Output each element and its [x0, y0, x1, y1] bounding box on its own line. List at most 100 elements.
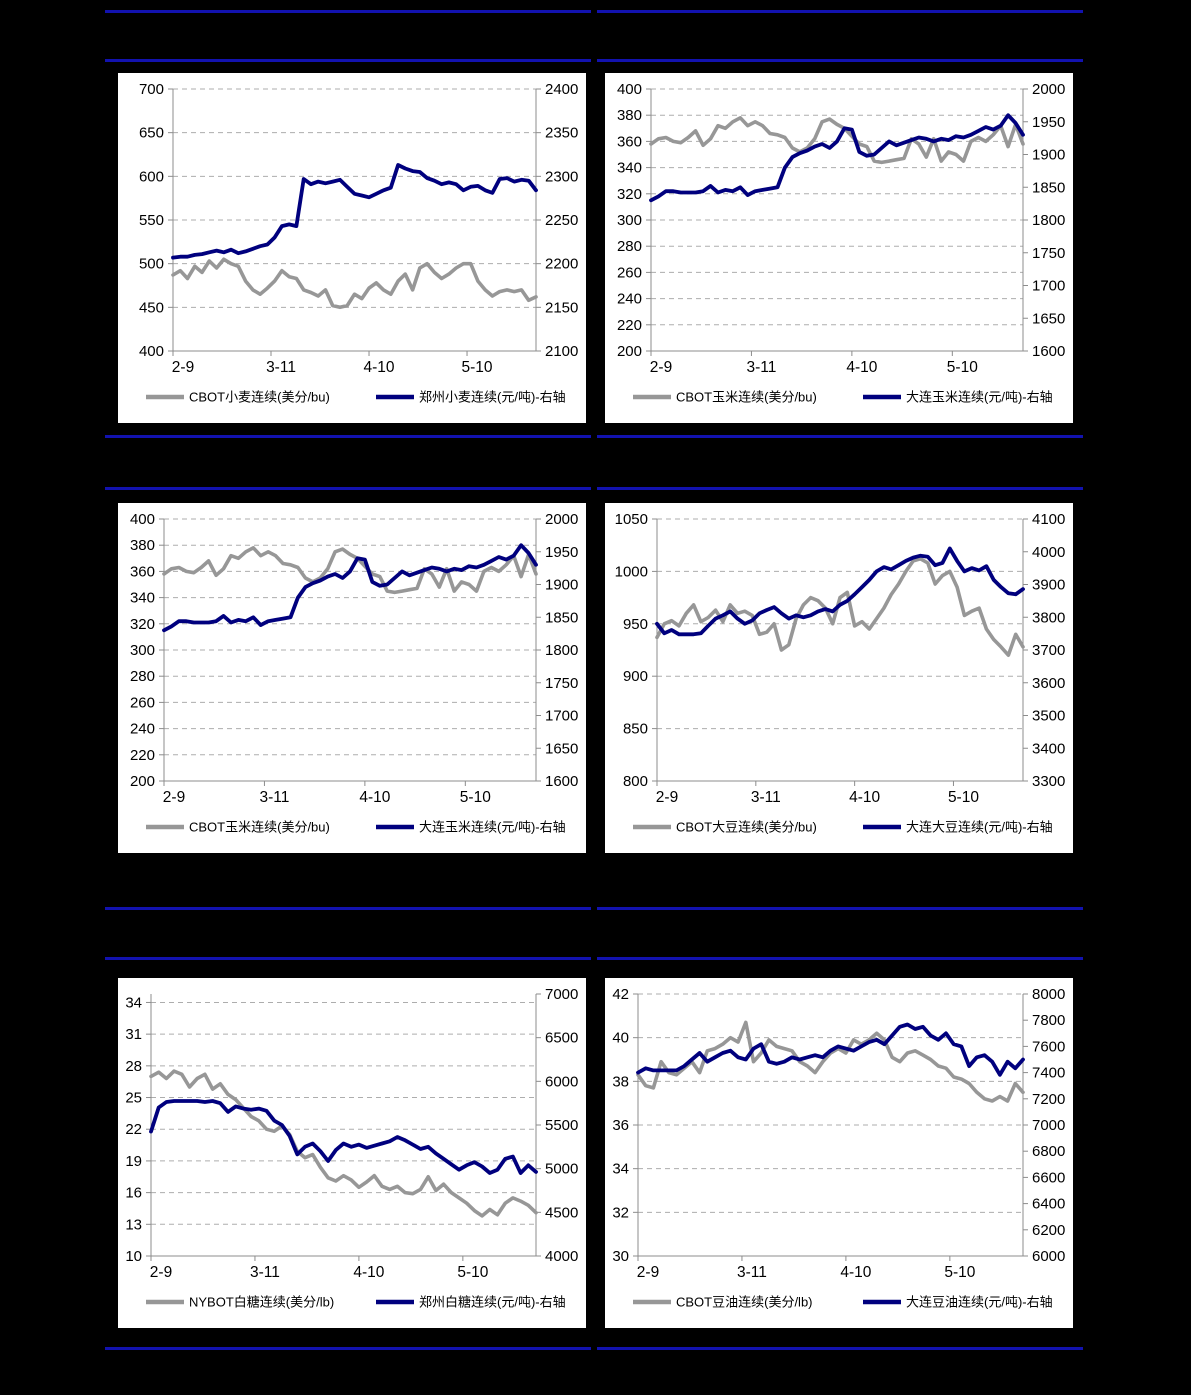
- svg-text:1700: 1700: [1032, 278, 1065, 295]
- svg-text:360: 360: [617, 133, 642, 150]
- separator-line: [597, 907, 1083, 910]
- svg-text:31: 31: [125, 1026, 142, 1043]
- svg-text:25: 25: [125, 1090, 142, 1107]
- svg-text:260: 260: [617, 264, 642, 281]
- svg-text:22: 22: [125, 1121, 142, 1138]
- svg-text:650: 650: [139, 125, 164, 142]
- svg-text:42: 42: [612, 986, 629, 1003]
- svg-text:2300: 2300: [545, 168, 578, 185]
- svg-text:400: 400: [139, 343, 164, 360]
- svg-text:1700: 1700: [545, 708, 578, 725]
- svg-text:220: 220: [130, 747, 155, 764]
- svg-text:1800: 1800: [1032, 212, 1065, 229]
- svg-text:5-10: 5-10: [462, 359, 493, 376]
- svg-text:4500: 4500: [545, 1204, 578, 1221]
- svg-text:1000: 1000: [615, 563, 648, 580]
- svg-text:CBOT豆油连续(美分/lb): CBOT豆油连续(美分/lb): [676, 1295, 813, 1310]
- svg-text:4-10: 4-10: [359, 789, 390, 806]
- separator-line: [597, 1347, 1083, 1350]
- svg-text:4000: 4000: [545, 1248, 578, 1265]
- svg-text:3-11: 3-11: [737, 1264, 767, 1281]
- svg-text:3900: 3900: [1032, 577, 1065, 594]
- svg-text:1900: 1900: [545, 577, 578, 594]
- svg-text:2150: 2150: [545, 299, 578, 316]
- svg-text:CBOT大豆连续(美分/bu): CBOT大豆连续(美分/bu): [676, 820, 817, 835]
- svg-text:1050: 1050: [615, 511, 648, 528]
- chart-cbot-soybean: 1050 1000 950 900 850 800 4100 4000 3900 3800 3700…: [605, 503, 1073, 853]
- separator-line: [105, 435, 591, 438]
- svg-text:2-9: 2-9: [656, 789, 678, 806]
- svg-text:200: 200: [617, 343, 642, 360]
- svg-text:1600: 1600: [545, 773, 578, 790]
- svg-text:3300: 3300: [1032, 773, 1065, 790]
- svg-text:1650: 1650: [1032, 310, 1065, 327]
- svg-text:34: 34: [612, 1161, 629, 1178]
- svg-text:320: 320: [617, 186, 642, 203]
- svg-text:2200: 2200: [545, 256, 578, 273]
- svg-text:2100: 2100: [545, 343, 578, 360]
- svg-text:2-9: 2-9: [163, 789, 185, 806]
- svg-text:900: 900: [623, 668, 648, 685]
- svg-text:6500: 6500: [545, 1030, 578, 1047]
- svg-text:5-10: 5-10: [944, 1264, 975, 1281]
- svg-text:400: 400: [617, 81, 642, 98]
- svg-text:320: 320: [130, 616, 155, 633]
- separator-line: [105, 10, 591, 13]
- svg-text:3700: 3700: [1032, 642, 1065, 659]
- separator-line: [105, 907, 591, 910]
- svg-text:2400: 2400: [545, 81, 578, 98]
- svg-text:1850: 1850: [545, 609, 578, 626]
- svg-text:500: 500: [139, 256, 164, 273]
- svg-text:6200: 6200: [1032, 1222, 1065, 1239]
- svg-text:28: 28: [125, 1058, 142, 1075]
- svg-text:2000: 2000: [1032, 81, 1065, 98]
- svg-text:400: 400: [130, 511, 155, 528]
- svg-text:5500: 5500: [545, 1117, 578, 1134]
- svg-text:600: 600: [139, 168, 164, 185]
- svg-text:7000: 7000: [1032, 1117, 1065, 1134]
- svg-text:1650: 1650: [545, 740, 578, 757]
- svg-text:4100: 4100: [1032, 511, 1065, 528]
- svg-text:280: 280: [130, 668, 155, 685]
- svg-text:CBOT玉米连续(美分/bu): CBOT玉米连续(美分/bu): [189, 820, 330, 835]
- svg-text:4-10: 4-10: [849, 789, 880, 806]
- separator-line: [597, 487, 1083, 490]
- svg-text:380: 380: [617, 107, 642, 124]
- svg-text:1950: 1950: [1032, 114, 1065, 131]
- svg-text:3800: 3800: [1032, 609, 1065, 626]
- svg-text:380: 380: [130, 537, 155, 554]
- svg-text:CBOT玉米连续(美分/bu): CBOT玉米连续(美分/bu): [676, 390, 817, 405]
- svg-text:3-11: 3-11: [747, 359, 777, 376]
- svg-text:1900: 1900: [1032, 147, 1065, 164]
- svg-text:2-9: 2-9: [637, 1264, 659, 1281]
- svg-text:300: 300: [617, 212, 642, 229]
- svg-text:CBOT小麦连续(美分/bu): CBOT小麦连续(美分/bu): [189, 390, 330, 405]
- svg-text:6000: 6000: [545, 1073, 578, 1090]
- svg-text:19: 19: [125, 1153, 142, 1170]
- svg-text:3600: 3600: [1032, 675, 1065, 692]
- svg-text:4-10: 4-10: [840, 1264, 871, 1281]
- svg-text:5-10: 5-10: [457, 1264, 488, 1281]
- svg-text:700: 700: [139, 81, 164, 98]
- svg-text:7600: 7600: [1032, 1038, 1065, 1055]
- svg-text:950: 950: [623, 616, 648, 633]
- svg-text:6600: 6600: [1032, 1169, 1065, 1186]
- svg-text:6000: 6000: [1032, 1248, 1065, 1265]
- svg-text:360: 360: [130, 563, 155, 580]
- svg-text:3-11: 3-11: [751, 789, 781, 806]
- svg-text:38: 38: [612, 1073, 629, 1090]
- svg-text:13: 13: [125, 1216, 142, 1233]
- svg-text:280: 280: [617, 238, 642, 255]
- svg-text:1950: 1950: [545, 544, 578, 561]
- svg-text:450: 450: [139, 299, 164, 316]
- svg-text:16: 16: [125, 1185, 142, 1202]
- separator-line: [105, 1347, 591, 1350]
- svg-text:2000: 2000: [545, 511, 578, 528]
- separator-line: [597, 10, 1083, 13]
- svg-text:1750: 1750: [545, 675, 578, 692]
- svg-text:7200: 7200: [1032, 1091, 1065, 1108]
- svg-text:40: 40: [612, 1030, 629, 1047]
- svg-text:340: 340: [617, 160, 642, 177]
- separator-line: [597, 435, 1083, 438]
- svg-text:2-9: 2-9: [172, 359, 194, 376]
